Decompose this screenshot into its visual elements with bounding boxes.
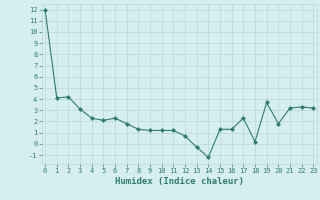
X-axis label: Humidex (Indice chaleur): Humidex (Indice chaleur) [115,177,244,186]
